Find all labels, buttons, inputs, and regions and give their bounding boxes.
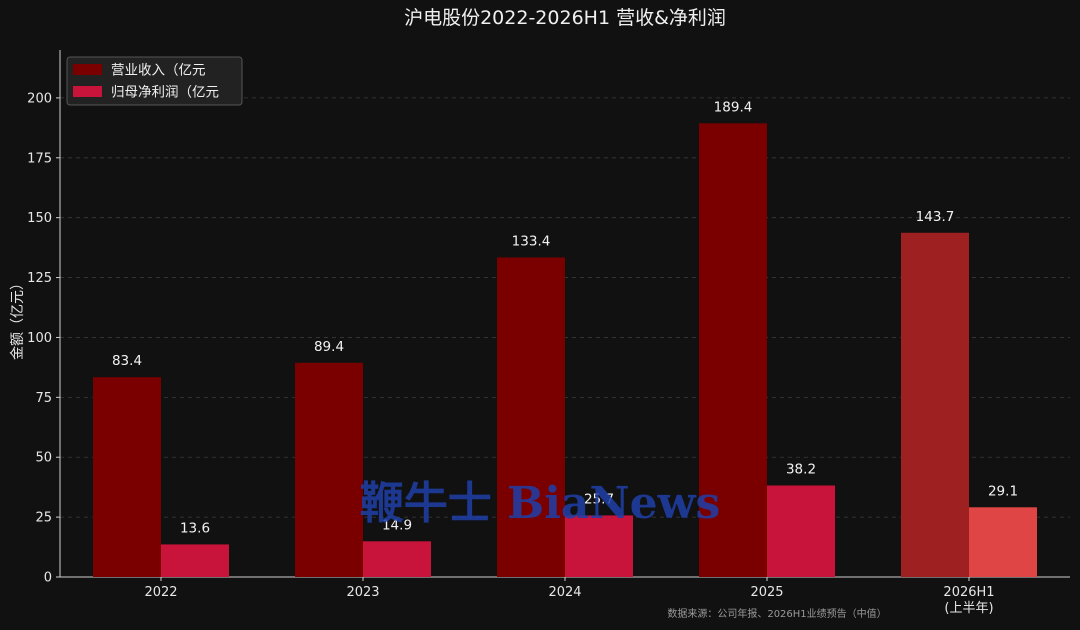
y-axis-label: 金额（亿元） [10, 276, 26, 360]
bars [93, 123, 1037, 578]
data-label: 25.7 [584, 491, 614, 507]
y-tick-label: 175 [27, 151, 52, 166]
data-label: 133.4 [512, 233, 551, 249]
bar-revenue [699, 123, 767, 578]
legend-swatch [73, 64, 102, 75]
bar-net-profit [565, 515, 633, 577]
x-tick-label: 2025 [750, 585, 783, 600]
source-note: 数据来源：公司年报、2026H1业绩预告（中值） [667, 607, 886, 620]
data-label: 38.2 [786, 461, 816, 477]
data-labels: 83.4 13.6 89.4 14.9 133.4 25.7 189.4 38.2 143.7 2… [112, 99, 1018, 536]
bar-revenue [497, 257, 565, 577]
bar-revenue [295, 362, 363, 577]
bar-net-profit [969, 507, 1037, 577]
y-tick-label: 25 [35, 511, 52, 526]
y-tick-label: 0 [44, 571, 52, 586]
y-tick-label: 200 [27, 91, 52, 106]
data-label: 83.4 [112, 353, 142, 369]
data-label: 89.4 [314, 339, 344, 355]
data-label: 29.1 [988, 483, 1018, 499]
chart-title: 沪电股份2022-2026H1 营收&净利润 [404, 7, 726, 29]
watermark: 鞭牛士 BiaNews [360, 478, 721, 529]
bar-net-profit [161, 544, 229, 577]
x-tick-label: 2022 [144, 585, 177, 600]
bar-revenue [93, 377, 161, 577]
data-label: 189.4 [714, 99, 753, 115]
data-label: 14.9 [382, 517, 412, 533]
x-tick-label: 2024 [548, 585, 581, 600]
y-tick-label: 100 [27, 331, 52, 346]
x-tick-label: 2026H1 [943, 585, 994, 600]
y-tick-label: 125 [27, 271, 52, 286]
bar-net-profit [363, 541, 431, 577]
x-tick-label: (上半年) [944, 601, 993, 616]
y-tick-label: 50 [35, 451, 52, 466]
y-tick-label: 150 [27, 211, 52, 226]
bar-net-profit [767, 485, 835, 577]
bar-revenue [901, 232, 969, 577]
data-label: 143.7 [916, 209, 955, 225]
legend-swatch [73, 86, 102, 97]
legend-label: 归母净利润（亿元 [111, 84, 219, 101]
x-tick-label: 2023 [346, 585, 379, 600]
y-tick-label: 75 [35, 391, 52, 406]
legend-box [66, 56, 243, 106]
legend-label: 营业收入（亿元 [111, 63, 206, 79]
data-label: 13.6 [180, 520, 210, 536]
